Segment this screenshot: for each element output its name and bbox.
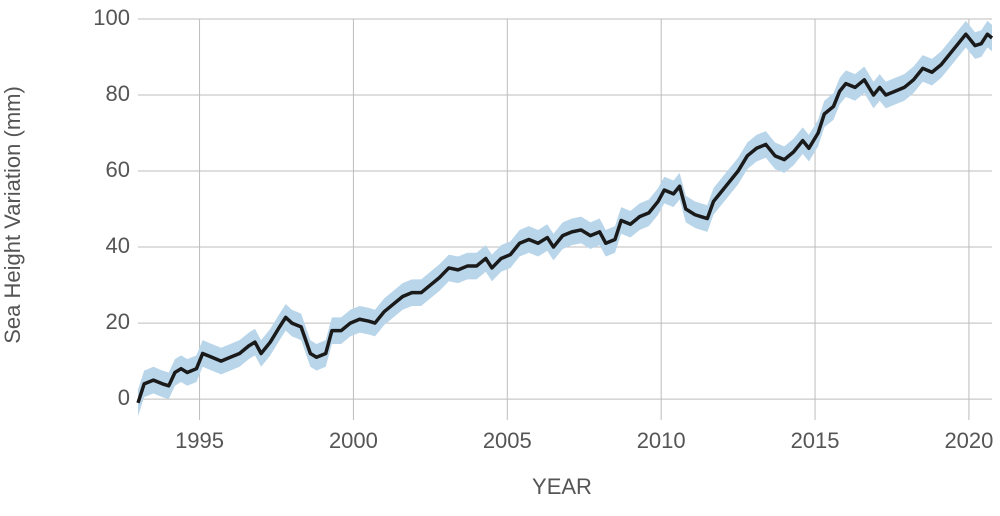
uncertainty-band	[138, 20, 992, 417]
y-axis-title: Sea Height Variation (mm)	[0, 86, 25, 344]
y-tick-label: 20	[106, 309, 130, 334]
x-tick-label: 2015	[791, 428, 840, 453]
x-tick-label: 1995	[175, 428, 224, 453]
x-axis-title: YEAR	[532, 474, 592, 499]
x-tick-label: 2020	[944, 428, 993, 453]
x-tick-label: 2000	[329, 428, 378, 453]
y-tick-label: 100	[93, 5, 130, 30]
y-tick-label: 0	[118, 385, 130, 410]
y-tick-label: 60	[106, 157, 130, 182]
x-tick-label: 2005	[483, 428, 532, 453]
y-tick-label: 40	[106, 233, 130, 258]
data-line	[136, 32, 994, 404]
y-tick-label: 80	[106, 81, 130, 106]
x-tick-label: 2010	[637, 428, 686, 453]
